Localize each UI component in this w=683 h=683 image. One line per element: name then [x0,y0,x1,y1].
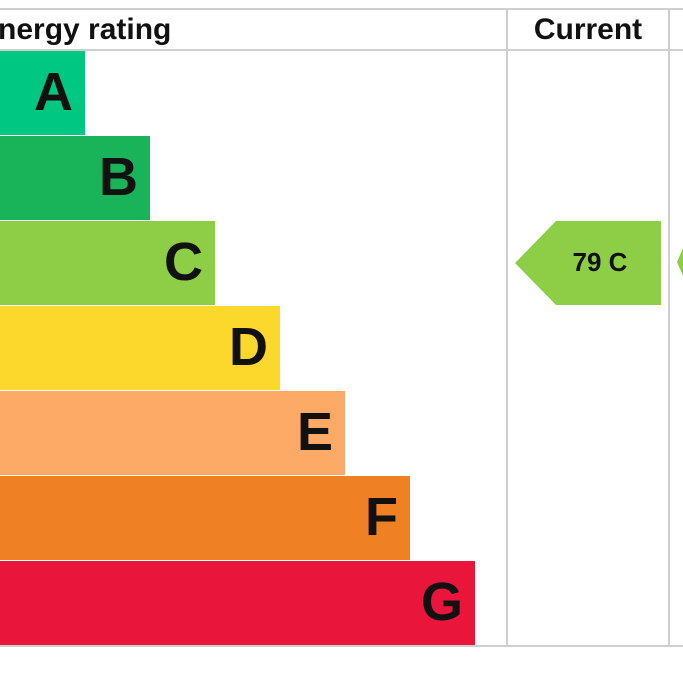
band-letter: A [34,62,73,122]
header-current: Current [534,13,642,46]
band-letter: D [229,317,268,377]
band-letter: G [421,572,463,632]
band-letter: C [164,232,203,292]
band-letter: F [365,487,398,547]
rating-band [0,391,345,475]
rating-band [0,476,410,560]
rating-band [0,221,215,305]
band-letter: E [297,402,333,462]
band-letter: B [99,147,138,207]
rating-band [0,561,475,645]
rating-band [0,136,150,220]
header-title: Energy rating [0,13,171,46]
current-label: 79 C [573,247,628,277]
current-arrow [515,221,661,305]
table-frame [0,8,683,647]
rating-band [0,306,280,390]
rating-band [0,51,85,135]
potential-arrow [677,248,683,276]
